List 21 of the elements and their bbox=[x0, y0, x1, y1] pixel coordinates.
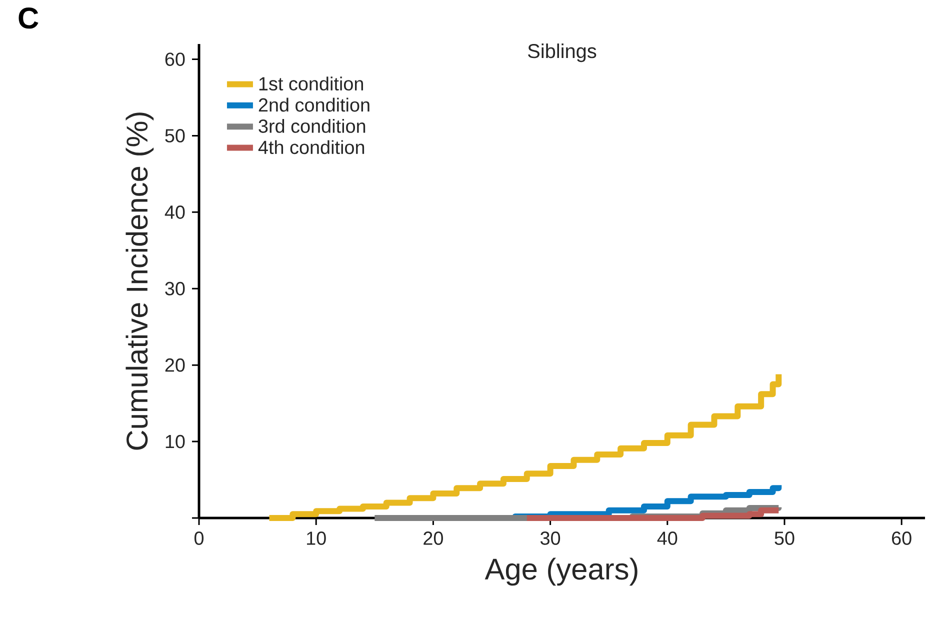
text: C bbox=[18, 7, 38, 29]
y-tick-label: 20 bbox=[165, 358, 185, 372]
x-tick-label: 0 bbox=[194, 532, 204, 545]
x-tick-label: 60 bbox=[892, 532, 912, 545]
legend-label: 2nd condition bbox=[258, 98, 370, 112]
y-tick-label: 10 bbox=[166, 434, 185, 448]
x-tick-label: 20 bbox=[424, 532, 443, 545]
y-tick-label: 40 bbox=[164, 205, 185, 219]
x-tick-label: 10 bbox=[307, 532, 326, 545]
y-tick-label: 50 bbox=[165, 129, 185, 142]
y-axis-title: Cumulative Incidence (%) bbox=[126, 112, 154, 450]
y-tick-label: 60 bbox=[165, 52, 185, 66]
x-tick-label: 40 bbox=[657, 532, 678, 545]
x-tick-label: 30 bbox=[540, 532, 560, 545]
x-tick-label: 50 bbox=[774, 532, 794, 545]
y-tick-label: 30 bbox=[165, 282, 185, 296]
legend-label: 3rd condition bbox=[258, 118, 366, 133]
chart-title: Siblings bbox=[528, 44, 596, 62]
legend-label: 1st condition bbox=[259, 76, 363, 91]
x-axis-title: Age (years) bbox=[484, 558, 638, 586]
legend-label: 4th condition bbox=[258, 140, 364, 154]
